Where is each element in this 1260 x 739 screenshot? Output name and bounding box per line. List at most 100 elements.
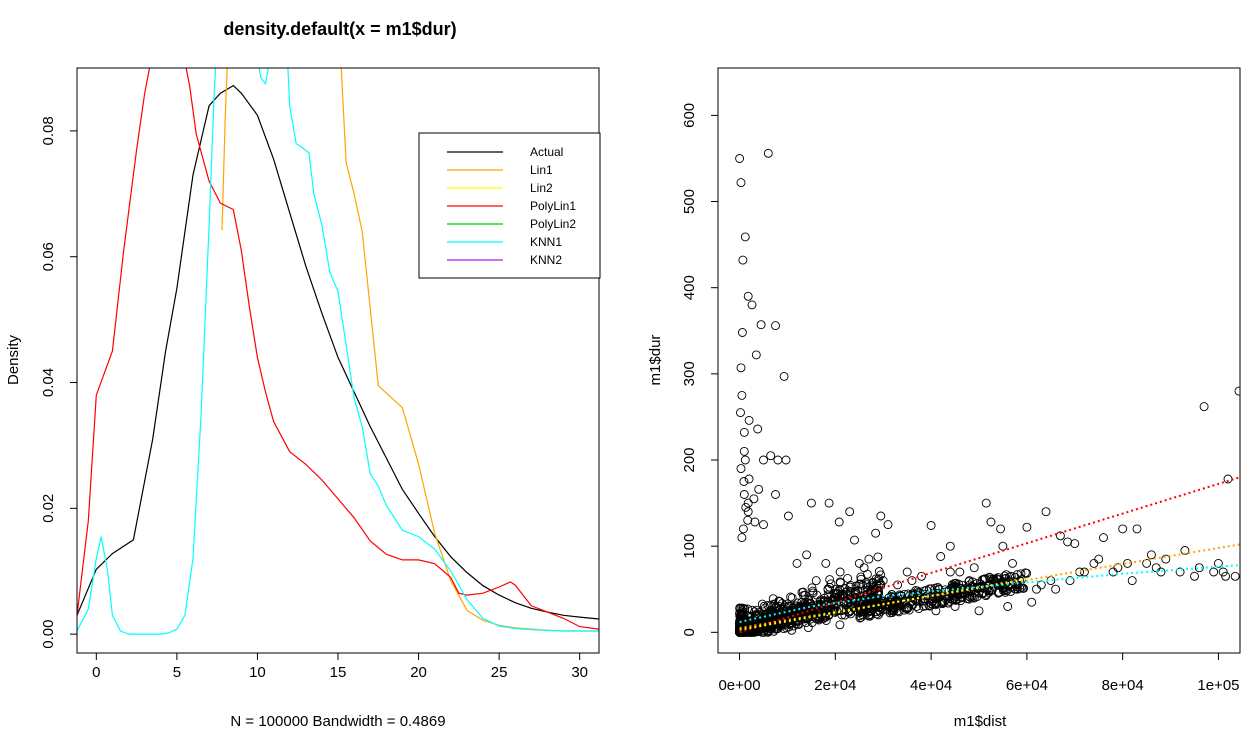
scatter-point [850,535,859,545]
scatter-point [866,604,876,614]
scatter-y-tick-label: 0 [681,628,698,636]
scatter-point [807,583,817,593]
scatter-point [892,596,902,606]
scatter-point [735,616,745,626]
scatter-point [1132,524,1142,534]
scatter-point [1218,567,1228,577]
density-y-tick-label: 0.08 [40,116,57,145]
scatter-point [797,587,807,597]
scatter-x-tick-label: 8e+04 [1102,677,1144,694]
scatter-point [941,591,950,601]
scatter-point [736,464,746,474]
density-x-tick-label: 30 [571,664,588,681]
scatter-point [782,599,792,609]
scatter-point [864,554,874,564]
scatter-point [752,626,762,636]
density-x-axis: 0 5 10 15 20 25 30 [92,652,588,681]
density-x-label: N = 100000 Bandwidth = 0.4869 [230,713,445,730]
scatter-point [1041,507,1051,517]
scatter-point [740,604,750,614]
scatter-point [759,520,768,530]
scatter-point [754,484,764,494]
scatter-point [756,320,766,330]
scatter-point [1008,558,1017,568]
scatter-point [738,524,748,534]
scatter-point [744,474,754,484]
scatter-point [1230,571,1240,581]
scatter-point [736,363,746,373]
scatter-point [847,601,856,611]
scatter-point [736,408,745,418]
scatter-fit-lin2 [739,577,1028,631]
scatter-point [743,291,753,301]
scatter-point [1234,386,1240,396]
scatter-point [907,576,917,586]
scatter-point [739,490,749,499]
scatter-point [767,606,777,616]
scatter-point [787,593,797,603]
scatter-point [750,607,760,617]
scatter-point [747,300,757,310]
scatter-point [859,563,869,573]
scatter-point [1213,558,1223,568]
scatter-point [964,576,974,586]
scatter-point [924,601,934,610]
legend-label-lin2: Lin2 [530,181,553,195]
scatter-y-tick-label: 200 [681,447,698,472]
scatter-point [1003,602,1013,611]
scatter-point [1063,537,1073,547]
scatter-x-axis: 0e+00 2e+04 4e+04 6e+04 8e+04 1e+05 [718,652,1240,694]
scatter-point [854,558,864,568]
scatter-point [792,558,802,568]
scatter-point [1022,568,1032,578]
scatter-point [835,620,845,630]
scatter-point [771,490,780,499]
scatter-point [962,594,972,604]
scatter-point [867,598,877,608]
scatter-plot-box [717,67,1241,654]
scatter-y-tick-label: 300 [681,361,698,386]
scatter-point [926,584,936,594]
scatter-point [821,616,831,625]
scatter-point [937,599,947,609]
scatter-point [823,584,833,594]
scatter-point [736,178,746,188]
scatter-point [740,455,750,465]
scatter-point [742,626,752,636]
scatter-point [846,580,855,590]
scatter-point [1065,576,1075,586]
scatter-fit-lines [739,476,1240,634]
density-title: density.default(x = m1$dur) [223,19,456,39]
scatter-point [883,520,893,530]
scatter-point [1006,587,1016,596]
scatter-point [1018,583,1028,593]
scatter-point [802,550,812,560]
scatter-point [951,585,961,595]
density-panel: density.default(x = m1$dur) 0 5 10 15 20 25 30… [5,19,601,730]
scatter-point [1221,571,1231,581]
scatter-point [783,511,793,521]
scatter-point [977,589,987,599]
scatter-point [1000,571,1010,581]
scatter-point [759,455,768,465]
density-y-tick-label: 0.02 [40,494,57,523]
scatter-point [969,563,979,573]
scatter-fit-polylin1 [739,476,1240,634]
scatter-point [945,567,955,577]
density-line-polylin1 [77,68,599,630]
scatter-point [797,597,807,607]
scatter-point [878,576,888,586]
scatter-point [998,541,1008,551]
scatter-point [1156,567,1166,577]
scatter-point [775,596,785,606]
scatter-fit-knn1 [739,564,1240,623]
scatter-point [766,451,776,461]
scatter-point [851,581,861,591]
scatter-point [864,610,874,620]
scatter-point [1016,569,1026,579]
scatter-y-tick-label: 100 [681,534,698,559]
scatter-point [855,605,865,615]
scatter-point [743,515,753,525]
scatter-point [812,612,822,622]
scatter-point [829,605,839,615]
